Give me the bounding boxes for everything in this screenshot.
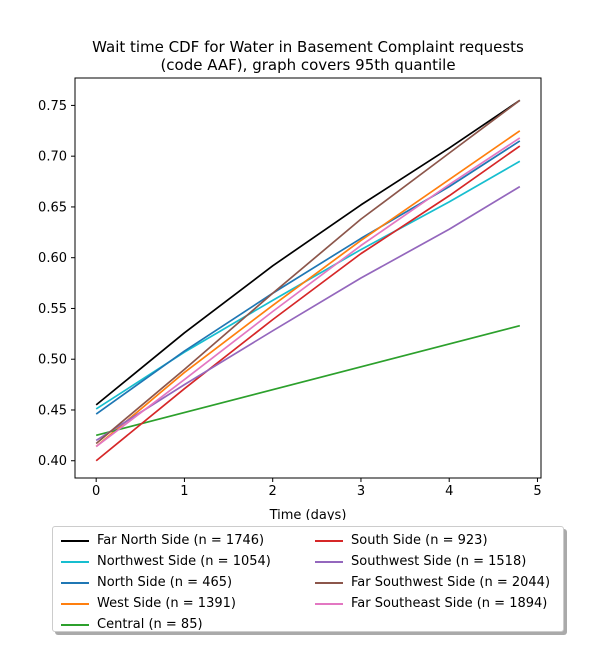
legend-item: Far North Side (n = 1746)	[61, 530, 315, 551]
legend-column: South Side (n = 923) Southwest Side (n = …	[315, 530, 550, 635]
legend-swatch	[315, 539, 343, 542]
legend-label: Central (n = 85)	[97, 617, 203, 632]
legend-item: Far Southeast Side (n = 1894)	[315, 593, 550, 614]
y-tick-label: 0.70	[38, 150, 67, 165]
y-tick-label: 0.65	[38, 200, 67, 215]
chart-title-line-1: Wait time CDF for Water in Basement Comp…	[92, 38, 524, 56]
legend-item: Northwest Side (n = 1054)	[61, 551, 315, 572]
y-tick-label: 0.45	[38, 403, 67, 418]
legend-label: South Side (n = 923)	[351, 533, 488, 548]
series-line	[95, 324, 521, 437]
series-line	[95, 145, 521, 462]
y-tick-label: 0.75	[38, 99, 67, 114]
legend-item: Far Southwest Side (n = 2044)	[315, 572, 550, 593]
y-tick-label: 0.40	[38, 454, 67, 469]
legend-swatch	[61, 539, 89, 542]
legend-item: Central (n = 85)	[61, 614, 315, 635]
legend-swatch	[315, 602, 343, 605]
legend-swatch	[315, 560, 343, 563]
legend-item: South Side (n = 923)	[315, 530, 550, 551]
legend-swatch	[61, 623, 89, 626]
series-layer	[95, 99, 521, 462]
x-tick-label: 2	[269, 484, 277, 499]
legend-item: West Side (n = 1391)	[61, 593, 315, 614]
legend: Far North Side (n = 1746) Northwest Side …	[52, 526, 564, 632]
x-tick-label: 4	[445, 484, 453, 499]
x-axis-label: Time (days)	[269, 508, 347, 520]
plot-frame	[74, 77, 542, 479]
x-tick-label: 3	[357, 484, 365, 499]
y-tick-label: 0.55	[38, 302, 67, 317]
legend-label: Southwest Side (n = 1518)	[351, 554, 527, 569]
legend-label: West Side (n = 1391)	[97, 596, 236, 611]
x-tick-label: 0	[92, 484, 100, 499]
legend-item: North Side (n = 465)	[61, 572, 315, 593]
series-line	[95, 99, 521, 445]
legend-swatch	[315, 581, 343, 584]
series-line	[95, 99, 521, 406]
x-tick-label: 5	[533, 484, 541, 499]
legend-swatch	[61, 602, 89, 605]
x-tick-label: 1	[180, 484, 188, 499]
series-line	[95, 130, 521, 448]
legend-label: Far Southwest Side (n = 2044)	[351, 575, 551, 590]
ticks-layer: 0 1 2 3 4 5 0.40 0.45 0.50 0.55 0.60 0.65 0.70 0.75	[38, 99, 542, 499]
legend-swatch	[61, 581, 89, 584]
series-line	[95, 140, 521, 415]
y-tick-label: 0.60	[38, 251, 67, 266]
series-line	[95, 137, 521, 448]
legend-column: Far North Side (n = 1746) Northwest Side …	[61, 530, 315, 635]
series-line	[95, 185, 521, 442]
legend-swatch	[61, 560, 89, 563]
legend-item: Southwest Side (n = 1518)	[315, 551, 550, 572]
chart-title-line-2: (code AAF), graph covers 95th quantile	[160, 56, 455, 74]
legend-label: Far North Side (n = 1746)	[97, 533, 265, 548]
legend-label: Far Southeast Side (n = 1894)	[351, 596, 548, 611]
legend-label: North Side (n = 465)	[97, 575, 233, 590]
y-tick-label: 0.50	[38, 353, 67, 368]
chart: Wait time CDF for Water in Basement Comp…	[38, 38, 542, 520]
legend-label: Northwest Side (n = 1054)	[97, 554, 271, 569]
